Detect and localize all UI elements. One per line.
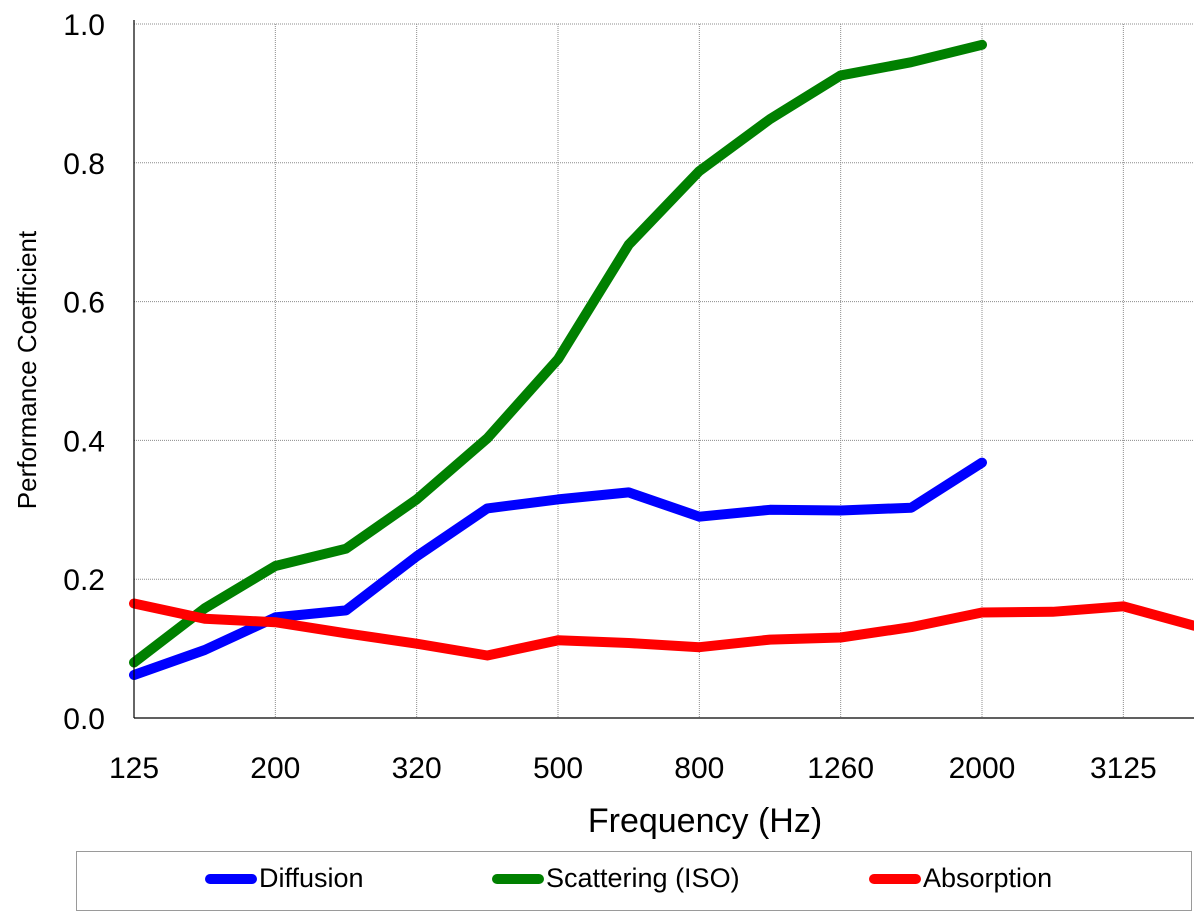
series-line-scattering-iso <box>129 39 987 668</box>
y-tick-label: 0.2 <box>63 564 105 597</box>
x-axis-title: Frequency (Hz) <box>588 802 822 840</box>
y-tick-label: 0.8 <box>63 148 105 181</box>
legend-item-diffusion: Diffusion <box>205 863 364 894</box>
legend-item-absorption: Absorption <box>869 863 1052 894</box>
legend-label-scattering: Scattering (ISO) <box>546 863 740 893</box>
legend-label-diffusion: Diffusion <box>259 863 364 893</box>
legend-label-absorption: Absorption <box>923 863 1053 893</box>
x-axis-ticks: 125 200 320 500 800 1260 2000 3125 <box>109 752 1157 785</box>
gridlines <box>134 23 1194 718</box>
x-tick-label: 200 <box>250 752 300 785</box>
x-tick-label: 1260 <box>807 752 874 785</box>
series-lines <box>129 39 1194 680</box>
x-tick-label: 3125 <box>1090 752 1157 785</box>
legend-swatch-scattering <box>492 873 544 884</box>
x-tick-label: 800 <box>674 752 724 785</box>
legend-item-scattering: Scattering (ISO) <box>492 863 740 894</box>
legend: Diffusion Scattering (ISO) Absorption <box>76 851 1192 911</box>
series-line-absorption <box>129 598 1194 661</box>
x-tick-label: 500 <box>533 752 583 785</box>
x-tick-label: 2000 <box>949 752 1016 785</box>
axes <box>133 20 1194 719</box>
legend-swatch-absorption <box>869 873 921 884</box>
y-axis-title: Performance Coefficient <box>12 230 42 509</box>
y-tick-label: 0.6 <box>63 287 105 320</box>
x-tick-label: 320 <box>392 752 442 785</box>
legend-swatch-diffusion <box>205 873 257 884</box>
x-tick-label: 125 <box>109 752 159 785</box>
y-tick-label: 0.0 <box>63 703 105 736</box>
y-tick-label: 1.0 <box>63 9 105 42</box>
y-axis-ticks: 0.0 0.2 0.4 0.6 0.8 1.0 <box>63 9 105 736</box>
y-tick-label: 0.4 <box>63 425 105 458</box>
